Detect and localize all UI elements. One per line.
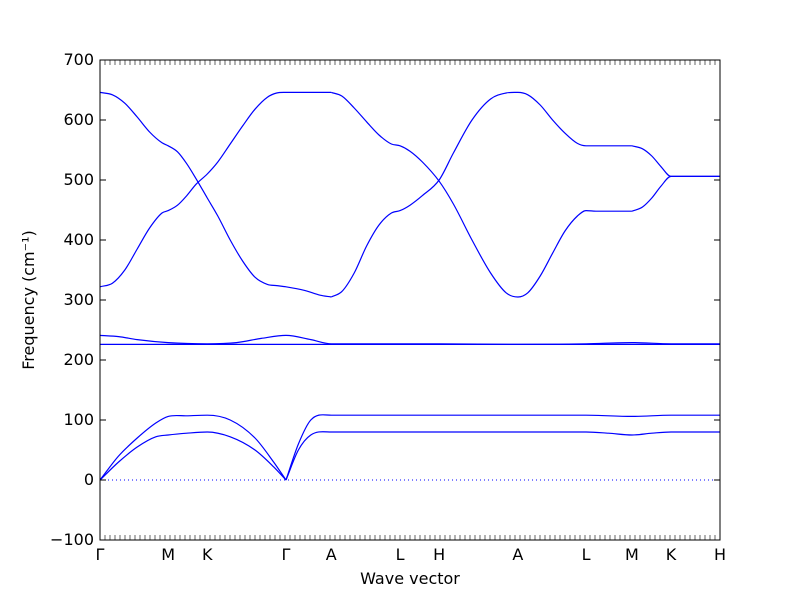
ticks-layer: −100 0 100 200 300 400 500 600 700 Γ M K Γ A L H A L M K H [50,50,726,564]
y-tick-label: −100 [50,530,94,549]
x-tick-label: A [512,545,523,564]
plot-frame [99,59,721,541]
band-line-8 [99,91,332,298]
series-layer [99,91,720,481]
band-line-3 [285,414,720,481]
y-tick-label: 300 [63,290,94,309]
x-tick-label: A [326,545,337,564]
band-line-11 [631,175,720,212]
x-tick-label: H [433,545,445,564]
y-tick-label: 400 [63,230,94,249]
x-tick-label: L [582,545,591,564]
y-tick-label: 600 [63,110,94,129]
y-tick-label: 500 [63,170,94,189]
band-line-12 [631,145,720,178]
band-line-2 [99,431,287,481]
band-line-6 [99,334,720,346]
x-tick-label: M [161,545,175,564]
x-tick-label: M [625,545,639,564]
x-tick-label: L [396,545,405,564]
band-line-7 [99,91,332,288]
y-axis-label: Frequency (cm⁻¹) [19,230,38,369]
x-tick-label: H [714,545,726,564]
x-axis-label: Wave vector [360,569,460,588]
band-line-1 [99,414,287,481]
x-tick-label: Γ [282,545,291,564]
x-tick-label: Γ [96,545,105,564]
x-tick-label: K [202,545,213,564]
y-tick-label: 0 [84,470,94,489]
y-tick-label: 100 [63,410,94,429]
x-tick-label: K [666,545,677,564]
band-line-10 [330,91,632,298]
band-line-9 [331,91,632,298]
band-line-4 [285,431,720,481]
y-tick-label: 200 [63,350,94,369]
y-tick-label: 700 [63,50,94,69]
